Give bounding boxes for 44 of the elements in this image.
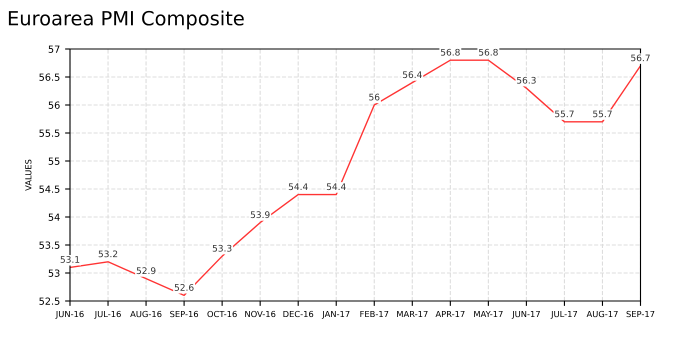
x-tick-label: SEP-17 (626, 310, 654, 318)
data-label: 54.4 (288, 183, 308, 190)
x-tick-label: OCT-16 (207, 310, 237, 318)
x-tick-label: SEP-16 (170, 310, 198, 318)
x-tick-label: JUN-16 (55, 310, 84, 319)
x-tick-label: JUL-16 (94, 310, 121, 319)
data-label: 56.8 (440, 48, 460, 56)
chart-title: Euroarea PMI Composite (8, 10, 244, 30)
data-label: 55.7 (593, 110, 612, 118)
y-tick-label: 55 (48, 158, 60, 165)
y-tick-label: 55.5 (39, 130, 60, 137)
data-label: 56.7 (631, 54, 650, 62)
y-tick-label: 53.5 (39, 241, 60, 249)
data-label: 52.9 (136, 267, 156, 274)
data-label: 56 (369, 94, 380, 100)
x-tick-label: MAR-17 (397, 310, 428, 318)
y-tick-label: 56.5 (39, 73, 60, 81)
data-label: 52.6 (174, 284, 194, 291)
data-label: 54.4 (326, 183, 346, 190)
x-tick-label: AUG-17 (586, 310, 618, 318)
y-tick-label: 54 (48, 214, 60, 221)
x-tick-label: DEC-16 (283, 310, 314, 318)
x-tick-label: JAN-17 (322, 310, 350, 319)
data-label: 53.2 (98, 250, 118, 258)
x-tick-label: FEB-17 (360, 310, 388, 318)
x-tick-label: MAY-17 (474, 310, 503, 318)
y-tick-label: 52.5 (39, 297, 60, 305)
y-tick-label: 53 (48, 269, 60, 277)
data-label: 53.1 (60, 256, 80, 263)
y-axis-title: VALUES (25, 160, 32, 191)
x-tick-label: JUL-17 (550, 310, 578, 319)
data-label: 56.4 (402, 71, 422, 78)
x-tick-label: APR-17 (436, 310, 465, 318)
data-label: 56.3 (517, 76, 536, 84)
data-label: 55.7 (555, 110, 574, 118)
y-tick-label: 57 (48, 46, 60, 53)
x-tick-label: NOV-16 (245, 310, 276, 318)
data-label: 53.9 (250, 211, 270, 218)
data-label: 53.3 (212, 244, 232, 252)
x-tick-label: AUG-16 (130, 310, 162, 318)
y-tick-label: 54.5 (39, 186, 60, 193)
y-tick-label: 56 (48, 101, 60, 109)
data-label: 56.8 (479, 48, 498, 56)
x-tick-label: JUN-17 (512, 310, 540, 319)
